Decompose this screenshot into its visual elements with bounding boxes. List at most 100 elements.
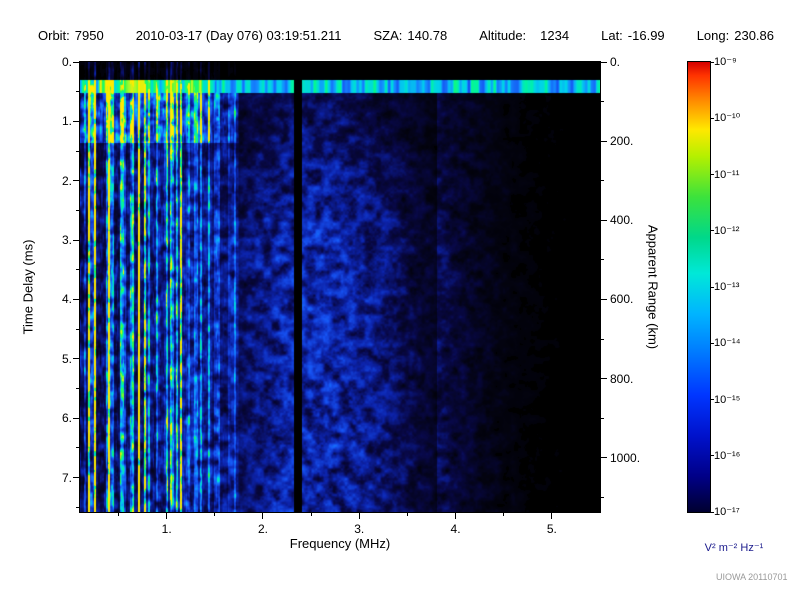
- y-minor-tick: [76, 506, 79, 508]
- header-field-long: Long: 230.86: [697, 28, 774, 43]
- y2-major-tick: [601, 457, 607, 459]
- colorbar-tick-label: 10⁻¹⁰: [714, 112, 741, 125]
- x-tick-label: 3.: [354, 522, 365, 536]
- colorbar-tick: [710, 230, 714, 232]
- x-minor-tick: [503, 513, 505, 516]
- x-axis-title: Frequency (MHz): [289, 536, 391, 551]
- x-major-tick: [166, 513, 168, 519]
- y2-minor-tick: [601, 496, 604, 498]
- y2-minor-tick: [601, 101, 604, 103]
- y2-tick-label: 400.: [610, 213, 634, 228]
- colorbar-tick: [710, 286, 714, 288]
- header-field-altitude: Altitude: 1234: [479, 28, 569, 43]
- colorbar-tick: [710, 399, 714, 400]
- y-tick-label: 5.: [61, 351, 72, 366]
- lat-label: Lat:: [601, 28, 623, 43]
- colorbar-tick: [710, 455, 714, 457]
- sza-value: 140.78: [407, 28, 448, 43]
- y-tick-label: 1.: [61, 114, 72, 129]
- header-bar: Orbit: 7950 2010-03-17 (Day 076) 03:19:5…: [38, 28, 774, 44]
- header-field-datetime: 2010-03-17 (Day 076) 03:19:51.211: [136, 28, 342, 43]
- y-minor-tick: [76, 209, 79, 211]
- y2-tick-label: 200.: [610, 134, 634, 149]
- x-tick-label: 1.: [161, 522, 172, 536]
- x-major-tick: [358, 513, 360, 519]
- y-tick-label: 4.: [61, 292, 72, 307]
- colorbar-tick-label: 10⁻¹⁵: [714, 393, 741, 406]
- y2-tick-label: 1000.: [610, 450, 641, 465]
- datetime-value: 2010-03-17 (Day 076) 03:19:51.211: [135, 28, 342, 43]
- y-minor-tick: [76, 91, 79, 93]
- y-minor-tick: [76, 447, 79, 449]
- x-minor-tick: [214, 513, 216, 516]
- x-tick-label: 4.: [450, 522, 461, 536]
- long-value: 230.86: [734, 28, 774, 43]
- y-minor-tick: [76, 269, 79, 271]
- y2-minor-tick: [601, 259, 604, 261]
- y-tick-label: 0.: [61, 55, 72, 69]
- colorbar-tick-label: 10⁻⁹: [714, 56, 737, 68]
- long-label: Long:: [696, 28, 730, 43]
- sza-label: SZA:: [373, 28, 403, 43]
- y-major-tick: [73, 298, 79, 300]
- y-minor-tick: [76, 150, 79, 152]
- y2-tick-label: 800.: [610, 371, 634, 386]
- colorbar: [687, 61, 711, 513]
- x-minor-tick: [406, 513, 408, 516]
- y-axis-title: Time Delay (ms): [20, 239, 36, 335]
- spectrogram-canvas: [79, 61, 601, 513]
- y2-major-tick: [601, 219, 607, 221]
- x-tick-label: 2.: [257, 522, 268, 536]
- y-minor-tick: [76, 328, 79, 330]
- y2-major-tick: [601, 378, 607, 380]
- y2-minor-tick: [601, 338, 604, 340]
- colorbar-tick-label: 10⁻¹²: [714, 224, 740, 237]
- y2-minor-tick: [601, 180, 604, 182]
- y-major-tick: [73, 477, 79, 479]
- y2-major-tick: [601, 298, 607, 300]
- y-minor-tick: [76, 388, 79, 390]
- y2-major-tick: [601, 140, 607, 142]
- y-major-tick: [73, 180, 79, 182]
- colorbar-tick: [710, 174, 714, 175]
- y-major-tick: [73, 239, 79, 241]
- y2-minor-tick: [601, 417, 604, 419]
- y-tick-label: 7.: [61, 470, 72, 485]
- x-major-tick: [262, 513, 264, 519]
- y-major-tick: [73, 417, 79, 419]
- y-tick-label: 3.: [61, 233, 72, 248]
- altitude-value: 1234: [540, 28, 570, 43]
- colorbar-tick: [710, 61, 714, 63]
- x-tick-label: 5.: [546, 522, 557, 536]
- lat-value: -16.99: [627, 28, 665, 43]
- y-tick-label: 2.: [61, 173, 72, 188]
- y-major-tick: [73, 61, 79, 63]
- colorbar-tick-label: 10⁻¹⁴: [714, 337, 741, 350]
- header-field-lat: Lat: -16.99: [601, 28, 665, 43]
- colorbar-tick: [710, 511, 714, 513]
- header-field-orbit: Orbit: 7950: [38, 28, 104, 43]
- colorbar-tick: [710, 117, 714, 119]
- watermark: UIOWA 20110701: [716, 572, 788, 582]
- colorbar-tick: [710, 342, 714, 344]
- y-tick-label: 6.: [61, 411, 72, 426]
- x-major-tick: [551, 513, 553, 519]
- x-major-tick: [455, 513, 457, 519]
- colorbar-tick-label: 10⁻¹⁷: [714, 506, 740, 518]
- colorbar-unit: V² m⁻² Hz⁻¹: [704, 542, 764, 554]
- header-field-sza: SZA: 140.78: [374, 28, 448, 43]
- colorbar-tick-label: 10⁻¹¹: [714, 168, 740, 181]
- altitude-label: Altitude:: [479, 28, 527, 43]
- colorbar-tick-label: 10⁻¹³: [714, 281, 740, 293]
- x-minor-tick: [310, 513, 312, 516]
- colorbar-tick-label: 10⁻¹⁶: [714, 449, 741, 462]
- y-major-tick: [73, 120, 79, 122]
- y-major-tick: [73, 358, 79, 360]
- x-minor-tick: [118, 513, 120, 516]
- y2-axis-title: Apparent Range (km): [645, 224, 661, 350]
- y2-tick-label: 0.: [610, 55, 621, 69]
- y2-major-tick: [601, 61, 607, 63]
- orbit-label: Orbit:: [38, 28, 70, 43]
- orbit-value: 7950: [74, 28, 104, 43]
